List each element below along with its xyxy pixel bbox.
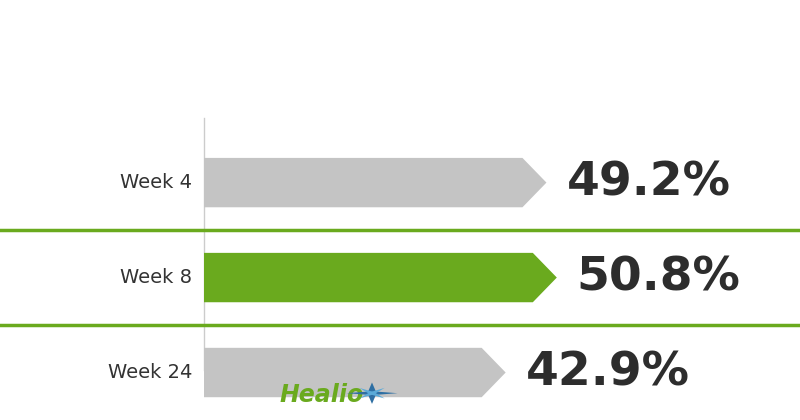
Polygon shape — [367, 383, 377, 404]
Text: Healio: Healio — [280, 383, 364, 407]
Polygon shape — [346, 391, 398, 395]
Polygon shape — [204, 253, 557, 302]
Polygon shape — [359, 388, 385, 399]
Polygon shape — [359, 388, 385, 399]
Text: 42.9%: 42.9% — [526, 350, 690, 395]
Text: 49.2%: 49.2% — [566, 160, 730, 205]
Text: Week 24: Week 24 — [108, 363, 192, 382]
Text: Washed microbiota transplantation overall response rate:: Washed microbiota transplantation overal… — [106, 31, 694, 49]
Text: Week 8: Week 8 — [120, 268, 192, 287]
Text: 50.8%: 50.8% — [577, 255, 741, 300]
Text: Week 4: Week 4 — [120, 173, 192, 192]
Polygon shape — [204, 158, 546, 207]
Polygon shape — [204, 348, 506, 397]
